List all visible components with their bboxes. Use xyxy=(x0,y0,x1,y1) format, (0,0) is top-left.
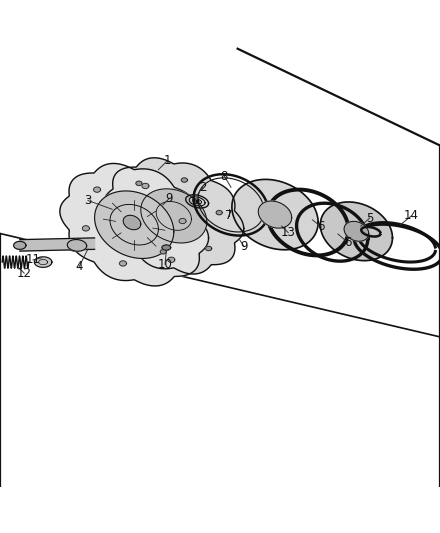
Text: 9: 9 xyxy=(240,240,248,253)
Text: 13: 13 xyxy=(281,226,296,239)
Text: 5: 5 xyxy=(366,212,373,224)
Polygon shape xyxy=(125,217,132,221)
Polygon shape xyxy=(216,211,222,215)
Polygon shape xyxy=(123,215,141,230)
Polygon shape xyxy=(136,181,142,185)
Polygon shape xyxy=(141,189,207,243)
Polygon shape xyxy=(232,180,318,250)
Polygon shape xyxy=(181,178,187,182)
Text: 9: 9 xyxy=(165,192,173,205)
Text: 7: 7 xyxy=(225,209,233,222)
Text: 14: 14 xyxy=(404,209,419,222)
Text: 6: 6 xyxy=(344,236,352,249)
Polygon shape xyxy=(82,225,89,231)
Polygon shape xyxy=(344,221,369,241)
Text: 4: 4 xyxy=(75,260,83,273)
Polygon shape xyxy=(168,257,175,262)
Polygon shape xyxy=(179,219,186,224)
Text: 10: 10 xyxy=(158,258,172,271)
Polygon shape xyxy=(162,245,171,250)
Polygon shape xyxy=(258,201,292,228)
Polygon shape xyxy=(60,164,209,286)
Polygon shape xyxy=(205,246,212,251)
Text: 11: 11 xyxy=(26,253,40,266)
Polygon shape xyxy=(34,257,52,268)
Text: 8: 8 xyxy=(221,170,228,183)
Text: 6: 6 xyxy=(317,221,325,233)
Text: 12: 12 xyxy=(17,266,32,280)
Polygon shape xyxy=(67,239,87,251)
Polygon shape xyxy=(320,202,392,261)
Polygon shape xyxy=(120,261,126,266)
Polygon shape xyxy=(104,158,244,274)
Text: 1: 1 xyxy=(163,155,171,167)
Text: 2: 2 xyxy=(198,181,206,194)
Polygon shape xyxy=(95,191,174,259)
Text: 3: 3 xyxy=(84,194,92,207)
Polygon shape xyxy=(160,249,166,254)
Polygon shape xyxy=(14,241,26,249)
Polygon shape xyxy=(94,187,101,192)
Polygon shape xyxy=(142,183,149,189)
Polygon shape xyxy=(20,238,95,251)
